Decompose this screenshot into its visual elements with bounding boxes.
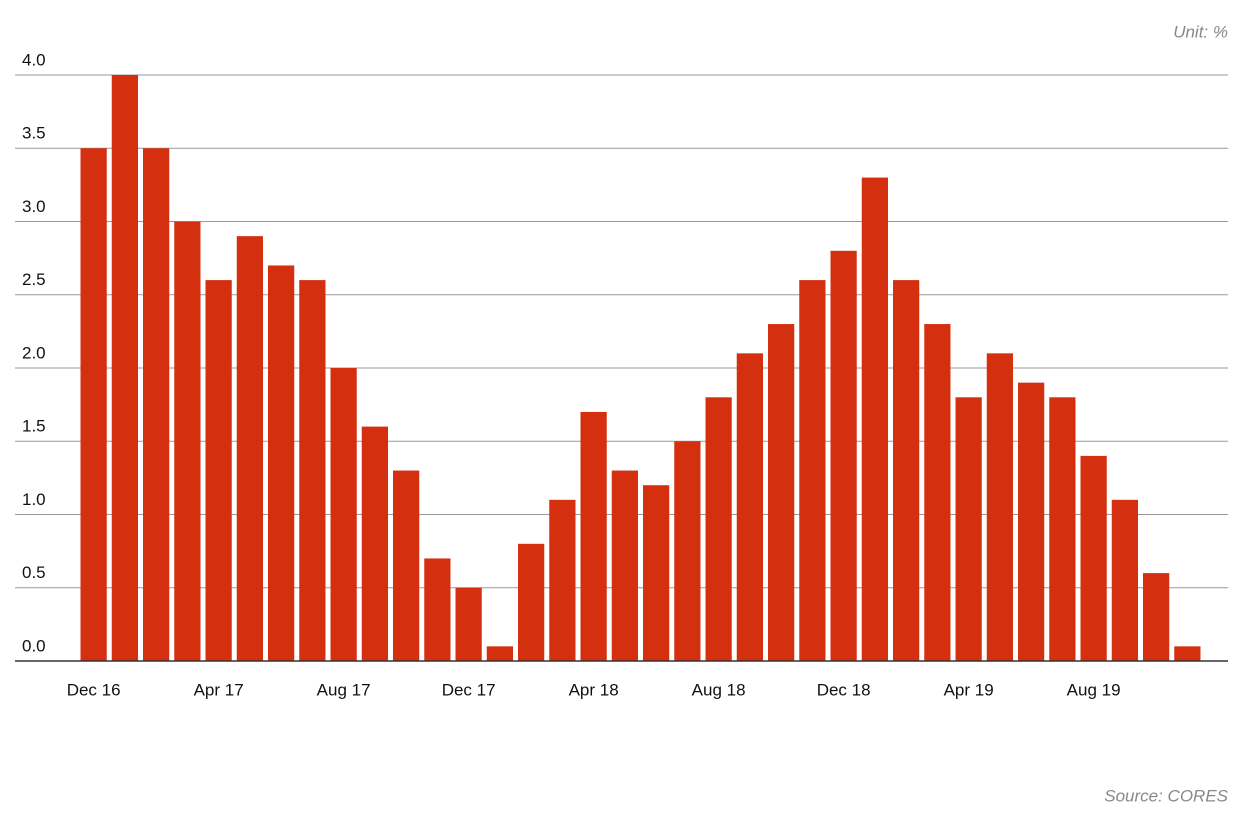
bar: [205, 280, 232, 661]
x-tick-label: Dec 17: [442, 680, 496, 699]
bar: [580, 411, 607, 661]
y-tick-label: 4.0: [22, 50, 46, 69]
x-tick-label: Apr 17: [194, 680, 244, 699]
bar: [361, 426, 388, 661]
bar: [111, 75, 138, 661]
bar: [643, 485, 670, 661]
bar: [986, 353, 1013, 661]
bar: [1018, 382, 1045, 661]
bar: [174, 221, 201, 661]
bar: [768, 324, 795, 661]
y-tick-label: 1.0: [22, 490, 46, 509]
x-tick-label: Apr 18: [569, 680, 619, 699]
bar: [1080, 455, 1107, 661]
bar: [830, 250, 857, 662]
bar: [268, 265, 295, 661]
y-tick-label: 1.5: [22, 417, 46, 436]
y-tick-label: 0.0: [22, 636, 46, 655]
bar: [611, 470, 638, 661]
x-tick-label: Aug 18: [692, 680, 746, 699]
bar: [549, 499, 576, 661]
y-tick-label: 2.5: [22, 270, 46, 289]
bar: [674, 441, 701, 661]
x-tick-label: Aug 19: [1067, 680, 1121, 699]
x-tick-label: Apr 19: [944, 680, 994, 699]
source-note: Source: CORES: [1104, 786, 1228, 805]
bar: [236, 236, 263, 661]
bar: [924, 324, 951, 661]
x-tick-label: Dec 16: [67, 680, 121, 699]
bar: [80, 148, 107, 661]
bar: [1174, 646, 1201, 661]
bar: [1049, 397, 1076, 661]
bar: [955, 397, 982, 661]
bar: [1143, 573, 1170, 661]
bar: [736, 353, 763, 661]
bar: [861, 177, 888, 662]
y-tick-label: 3.0: [22, 197, 46, 216]
bar: [486, 646, 513, 661]
bar: [518, 543, 545, 661]
y-tick-label: 3.5: [22, 124, 46, 143]
y-tick-label: 2.0: [22, 343, 46, 362]
bar: [424, 558, 451, 661]
bar: [299, 280, 326, 661]
y-tick-label: 0.5: [22, 563, 46, 582]
bar: [1111, 499, 1138, 661]
bar: [393, 470, 420, 661]
unit-note: Unit: %: [1173, 22, 1228, 41]
bar: [893, 280, 920, 661]
bar: [799, 280, 826, 661]
bar: [143, 148, 170, 661]
bar: [705, 397, 732, 661]
bar: [330, 368, 357, 661]
bar: [455, 587, 482, 661]
x-tick-label: Aug 17: [317, 680, 371, 699]
x-tick-label: Dec 18: [817, 680, 871, 699]
